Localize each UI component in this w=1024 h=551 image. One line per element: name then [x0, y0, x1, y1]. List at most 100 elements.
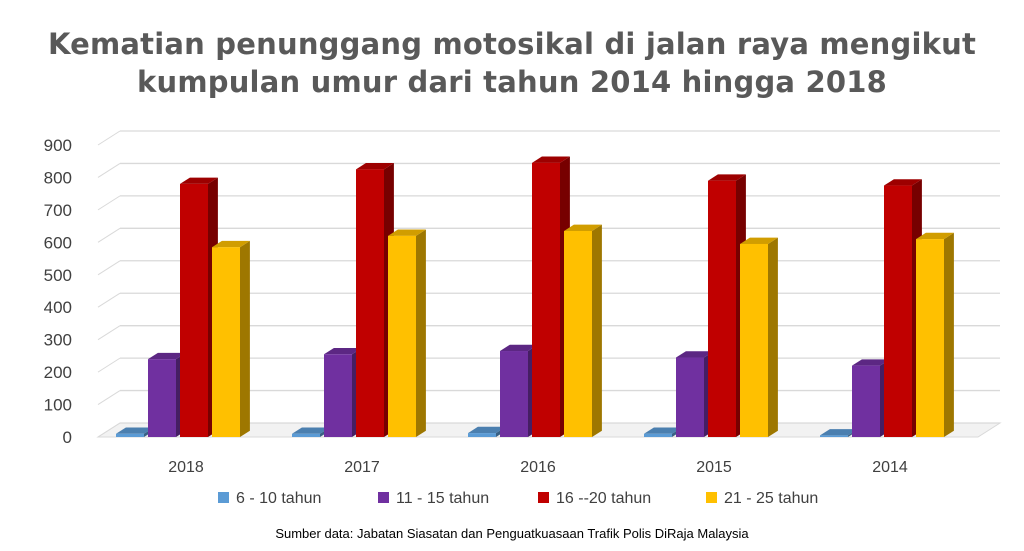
- bar-front: [388, 235, 416, 437]
- gridline-diagonal: [97, 390, 121, 405]
- bar-front: [852, 365, 880, 437]
- y-tick-label: 800: [44, 168, 72, 187]
- bar-front: [916, 239, 944, 437]
- legend-swatch: [538, 492, 549, 503]
- bar-front: [116, 433, 144, 437]
- bar-front: [564, 230, 592, 437]
- bar-top: [500, 344, 538, 352]
- x-category-label: 2016: [520, 459, 556, 476]
- y-tick-label: 900: [44, 136, 72, 155]
- y-tick-label: 200: [44, 363, 72, 382]
- bar-2016-series-4: [564, 224, 602, 437]
- gridline-diagonal: [97, 260, 121, 276]
- y-axis-ticks: 0 100 200 300 400 500 600 700 800 900: [44, 136, 72, 447]
- bar-front: [884, 185, 912, 437]
- legend-item-3: 16 --20 tahun: [538, 490, 651, 507]
- bar-top: [116, 427, 154, 434]
- legend: 6 - 10 tahun 11 - 15 tahun 16 --20 tahun 21…: [218, 490, 818, 507]
- bar-2016-series-3: [532, 156, 570, 438]
- chart-title-line-2: kumpulan umur dari tahun 2014 hingga 201…: [137, 65, 887, 99]
- bar-top: [148, 352, 186, 360]
- bar-2015-series-3: [708, 174, 746, 437]
- legend-item-1: 6 - 10 tahun: [218, 490, 321, 507]
- gridline-diagonal: [97, 357, 121, 373]
- bar-top: [916, 232, 954, 240]
- y-tick-label: 300: [44, 331, 72, 350]
- y-tick-label: 400: [44, 298, 72, 317]
- bar-top: [468, 426, 506, 434]
- bar-front: [292, 433, 320, 437]
- bar-front: [212, 247, 240, 437]
- bar-2016-series-2: [500, 344, 538, 437]
- bar-front: [820, 435, 848, 437]
- bar-top: [324, 347, 362, 355]
- bar-side: [416, 229, 426, 437]
- x-category-label: 2017: [344, 459, 380, 476]
- bar-top: [644, 427, 682, 434]
- bar-front: [532, 162, 560, 437]
- x-category-label: 2018: [168, 459, 204, 476]
- legend-swatch: [218, 492, 229, 503]
- bar-top: [292, 427, 330, 434]
- bar-top: [212, 240, 250, 248]
- bar-top: [820, 429, 858, 436]
- gridline-diagonal: [97, 227, 121, 243]
- bar-front: [468, 433, 496, 437]
- bar-top: [564, 224, 602, 231]
- legend-label: 16 --20 tahun: [556, 490, 651, 507]
- gridline-diagonal: [97, 422, 121, 438]
- bar-top: [532, 156, 570, 163]
- y-tick-label: 0: [63, 428, 72, 447]
- bar-front: [324, 354, 352, 437]
- y-tick-label: 700: [44, 201, 72, 220]
- y-tick-label: 600: [44, 233, 72, 252]
- legend-swatch: [706, 492, 717, 503]
- y-tick-label: 500: [44, 266, 72, 285]
- bar-front: [180, 183, 208, 437]
- bar-2015-series-4: [740, 237, 778, 437]
- bar-front: [676, 357, 704, 437]
- bar-2017-series-4: [388, 229, 426, 437]
- legend-item-2: 11 - 15 tahun: [378, 490, 489, 507]
- bar-side: [240, 240, 250, 437]
- bars: [116, 156, 954, 438]
- bar-top: [852, 359, 890, 366]
- bar-front: [644, 433, 672, 437]
- y-tick-label: 100: [44, 396, 72, 415]
- bar-top: [388, 229, 426, 236]
- bar-top: [356, 163, 394, 170]
- chart-title-line-1: Kematian penunggang motosikal di jalan r…: [47, 27, 977, 61]
- bar-top: [740, 237, 778, 244]
- gridline-diagonal: [97, 130, 121, 146]
- bar-2014-series-2: [852, 359, 890, 437]
- bar-front: [740, 243, 768, 437]
- bar-front: [356, 169, 384, 438]
- bar-2014-series-4: [916, 232, 954, 437]
- bar-top: [676, 351, 714, 358]
- bar-2018-series-4: [212, 240, 250, 437]
- x-category-label: 2015: [696, 459, 732, 476]
- legend-item-4: 21 - 25 tahun: [706, 490, 818, 507]
- gridline-diagonal: [97, 292, 121, 308]
- bar-side: [768, 237, 778, 437]
- bar-front: [148, 359, 176, 437]
- x-axis-categories: 2018 2017 2016 2015 2014: [168, 459, 908, 476]
- bar-side: [944, 232, 954, 437]
- legend-label: 6 - 10 tahun: [236, 490, 321, 507]
- bar-top: [708, 174, 746, 181]
- legend-swatch: [378, 492, 389, 503]
- bar-top: [180, 177, 218, 184]
- gridline-diagonal: [97, 163, 121, 178]
- x-category-label: 2014: [872, 459, 908, 476]
- gridline-diagonal: [97, 195, 121, 211]
- legend-label: 21 - 25 tahun: [724, 490, 818, 507]
- legend-label: 11 - 15 tahun: [396, 490, 489, 507]
- bar-front: [500, 351, 528, 437]
- source-note: Sumber data: Jabatan Siasatan dan Pengua…: [275, 526, 749, 541]
- bar-front: [708, 180, 736, 437]
- bar-top: [884, 179, 922, 186]
- bar-side: [592, 224, 602, 437]
- gridline-diagonal: [97, 325, 121, 341]
